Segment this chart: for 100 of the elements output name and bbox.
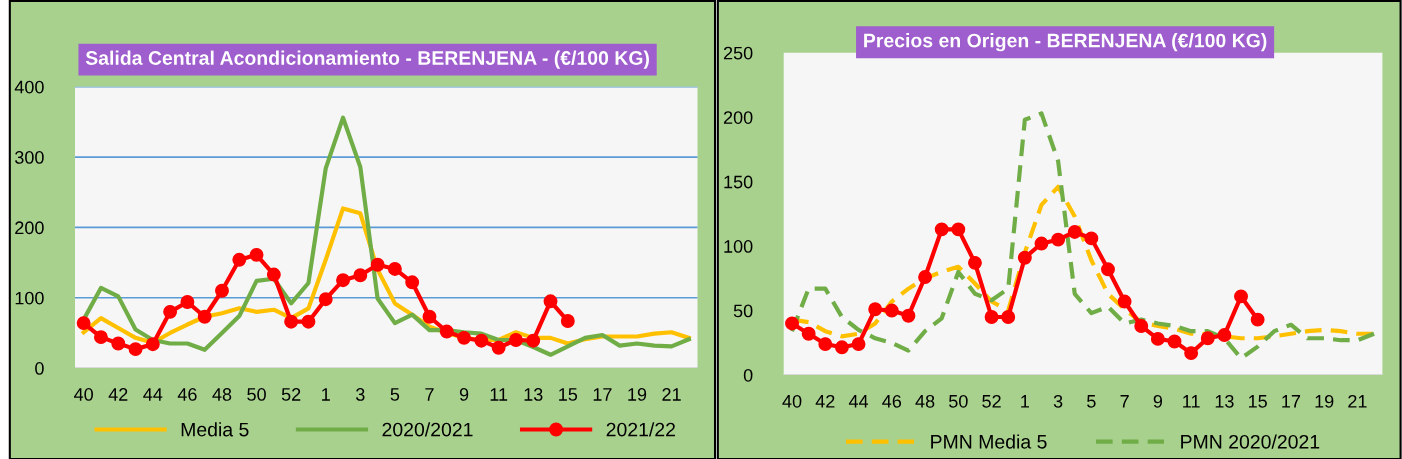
x-tick-label: 40 [782,394,802,408]
point [543,294,558,309]
x-tick-label: 11 [1183,395,1200,408]
x-tick-label: 21 [1348,394,1367,408]
x-tick-label: 42 [815,394,835,408]
x-tick-label: 15 [559,388,578,401]
point [560,314,575,328]
y-tick-label: 150 [724,175,753,189]
point [1101,262,1115,277]
point [405,275,420,290]
x-tick-label: 15 [1248,395,1267,408]
point [128,342,143,357]
y-tick-label: 0 [743,368,753,382]
x-tick-label: 3 [355,388,365,401]
chart-title: Precios en Origen - BERENJENA (€/100 KG) [864,33,1267,52]
x-tick-label: 48 [915,394,935,408]
point [284,314,299,329]
point [1200,331,1215,346]
y-tick-label: 400 [14,80,44,94]
point [1217,328,1232,342]
x-tick-label: 19 [628,388,647,401]
x-tick-label: 3 [1053,394,1063,408]
y-tick-label: 100 [15,291,44,305]
point [353,268,368,283]
y-tick-label: 0 [35,362,44,375]
x-tick-label: 1 [322,388,330,401]
point [1001,310,1016,324]
point [1167,334,1182,349]
point [934,222,949,237]
point [1234,289,1248,304]
x-tick-label: 5 [1087,395,1096,408]
y-tick-label: 300 [15,151,44,164]
point [1150,331,1165,346]
point [984,310,999,324]
point [457,330,472,345]
x-tick-label: 44 [848,395,869,408]
point [1084,231,1099,246]
point [1017,250,1032,265]
x-tick-label: 7 [425,388,434,401]
legend-label: PMN 2020/2021 [1181,434,1320,449]
point [968,255,982,270]
point [180,295,195,309]
point [336,273,350,288]
point [851,337,866,352]
x-tick-label: 40 [74,388,93,401]
point [491,340,506,355]
point [111,336,126,351]
point [266,267,281,282]
point [145,337,160,352]
x-tick-label: 46 [177,388,197,401]
legend-label: Media 5 [181,422,249,437]
x-tick-label: 42 [108,388,128,401]
x-tick-label: 21 [662,388,681,401]
point [439,324,454,339]
x-tick-label: 19 [1315,394,1334,408]
x-tick-label: 9 [1153,394,1163,408]
x-tick-label: 13 [524,388,543,401]
x-tick-label: 13 [1215,394,1234,408]
x-tick-label: 52 [281,388,301,401]
x-tick-label: 44 [143,388,163,401]
point [801,326,816,341]
y-tick-label: 250 [723,46,753,60]
x-tick-label: 5 [390,388,400,401]
x-tick-label: 46 [882,394,902,408]
x-tick-label: 52 [982,394,1001,408]
y-tick-label: 200 [723,111,753,124]
point [526,333,541,348]
point [370,257,385,272]
legend-label: PMN Media 5 [931,434,1047,449]
point [1117,294,1132,309]
point [951,222,966,237]
y-tick-label: 200 [15,221,44,235]
y-tick-label: 50 [733,304,753,318]
point [785,316,799,331]
point [901,308,916,323]
chart-title: Salida Central Acondicionamiento - BERENJENA - (€/100 KG) [85,50,649,69]
x-tick-label: 9 [459,388,469,401]
x-tick-label: 1 [1021,395,1029,408]
point [1034,236,1049,251]
point [301,314,316,329]
point [1067,224,1082,239]
x-tick-label: 50 [949,394,968,408]
x-tick-label: 17 [1282,395,1301,408]
x-tick-label: 7 [1120,395,1129,408]
point [318,292,333,307]
point [918,270,933,284]
point [1184,346,1199,361]
point [508,333,523,347]
point [232,252,247,267]
point [884,303,899,318]
point [868,302,883,317]
point [1051,232,1066,247]
x-tick-label: 11 [490,388,508,401]
point [1250,312,1265,327]
point [834,340,849,355]
legend-label: 2021/22 [606,422,675,437]
point [387,261,402,276]
point [818,337,833,352]
point [197,309,212,324]
point [1134,319,1149,333]
